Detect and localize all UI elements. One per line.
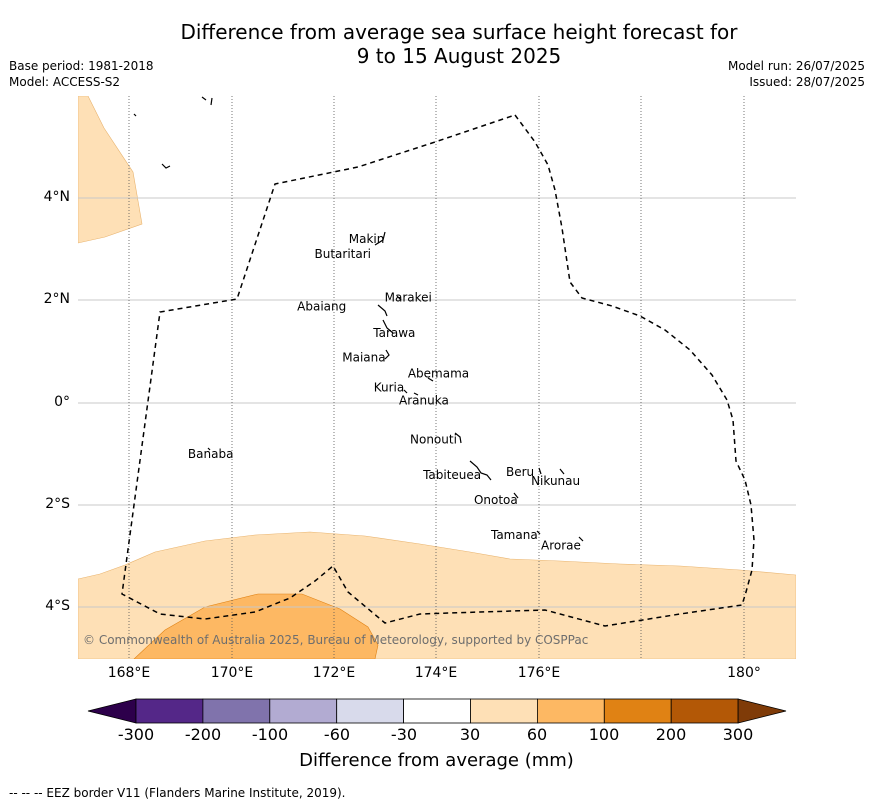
colorbar-segment-6 xyxy=(470,698,538,724)
meta-left: Base period: 1981-2018 Model: ACCESS-S2 xyxy=(9,58,154,90)
lon-tick-170e: 170°E xyxy=(210,665,254,681)
island-label-abemama: Abemama xyxy=(408,367,469,381)
base-period-text: Base period: 1981-2018 xyxy=(9,59,154,73)
colorbar-label-3: -100 xyxy=(251,725,289,744)
copyright-text: © Commonwealth of Australia 2025, Bureau… xyxy=(83,633,588,647)
island-label-nikunau: Nikunau xyxy=(531,474,580,488)
island-label-aranuka: Aranuka xyxy=(399,393,449,407)
colorbar-segment-5 xyxy=(403,698,471,724)
title-line-2: 9 to 15 August 2025 xyxy=(356,44,562,68)
island-label-arorae: Arorae xyxy=(541,539,581,553)
lat-tick-4n: 4°N xyxy=(43,189,70,205)
island-label-beru: Beru xyxy=(506,465,534,479)
lon-tick-176e: 176°E xyxy=(517,665,561,681)
anomaly-region-60-100 xyxy=(133,593,379,659)
lon-tick-180: 180° xyxy=(727,665,761,681)
island-label-banaba: Banaba xyxy=(188,447,234,461)
island-label-onotoa: Onotoa xyxy=(474,493,518,507)
island-label-makin: Makin xyxy=(349,232,385,246)
model-text: Model: ACCESS-S2 xyxy=(9,75,121,89)
eez-footnote: -- -- -- EEZ border V11 (Flanders Marine… xyxy=(9,786,346,800)
island-label-tabiteuea: Tabiteuea xyxy=(422,468,481,482)
colorbar-label-6: 30 xyxy=(459,725,481,744)
colorbar-label-1: -300 xyxy=(117,725,155,744)
island-label-kuria: Kuria xyxy=(374,381,405,395)
lat-tick-2n: 2°N xyxy=(43,291,70,307)
island-label-tarawa: Tarawa xyxy=(372,326,415,340)
colorbar-label-9: 200 xyxy=(655,725,687,744)
lon-tick-172e: 172°E xyxy=(312,665,356,681)
island-label-maiana: Maiana xyxy=(342,350,385,364)
eez-border xyxy=(121,114,755,627)
island-label-marakei: Marakei xyxy=(385,291,432,305)
island-label-abaiang: Abaiang xyxy=(297,299,346,313)
title-line-1: Difference from average sea surface heig… xyxy=(180,20,738,44)
island-label-nonouti: Nonouti xyxy=(410,432,457,446)
colorbar-label-5: -30 xyxy=(390,725,418,744)
colorbar-label-4: -60 xyxy=(323,725,351,744)
lon-tick-174e: 174°E xyxy=(414,665,458,681)
colorbar-segment-3 xyxy=(269,698,338,724)
lon-tick-168e: 168°E xyxy=(107,665,151,681)
island-label-tamana: Tamana xyxy=(490,528,538,542)
longitude-gridlines xyxy=(128,96,745,659)
colorbar-label-7: 60 xyxy=(526,725,548,744)
model-run-text: Model run: 26/07/2025 xyxy=(727,59,865,73)
lat-tick-0: 0° xyxy=(54,394,70,410)
colorbar-label-10: 300 xyxy=(722,725,754,744)
colorbar-title: Difference from average (mm) xyxy=(299,750,574,771)
lat-tick-4s: 4°S xyxy=(45,598,70,614)
colorbar-segment-1 xyxy=(135,698,204,724)
colorbar-extend-high xyxy=(737,698,787,724)
colorbar-label-8: 100 xyxy=(588,725,620,744)
meta-right: Model run: 26/07/2025 Issued: 28/07/2025 xyxy=(728,58,865,90)
island-label-butaritari: Butaritari xyxy=(314,247,371,261)
colorbar-segment-7 xyxy=(537,698,605,724)
colorbar-segment-8 xyxy=(603,698,672,724)
colorbar-label-2: -200 xyxy=(184,725,222,744)
island-shapes xyxy=(133,96,584,542)
lat-tick-2s: 2°S xyxy=(45,496,70,512)
map-title: Difference from average sea surface heig… xyxy=(0,20,873,68)
colorbar-segment-9 xyxy=(670,698,739,724)
issued-text: Issued: 28/07/2025 xyxy=(749,75,865,89)
colorbar xyxy=(87,698,787,724)
colorbar-extend-low xyxy=(87,698,137,724)
colorbar-segment-2 xyxy=(202,698,271,724)
colorbar-segment-4 xyxy=(336,698,405,724)
latitude-gridlines xyxy=(78,197,796,608)
